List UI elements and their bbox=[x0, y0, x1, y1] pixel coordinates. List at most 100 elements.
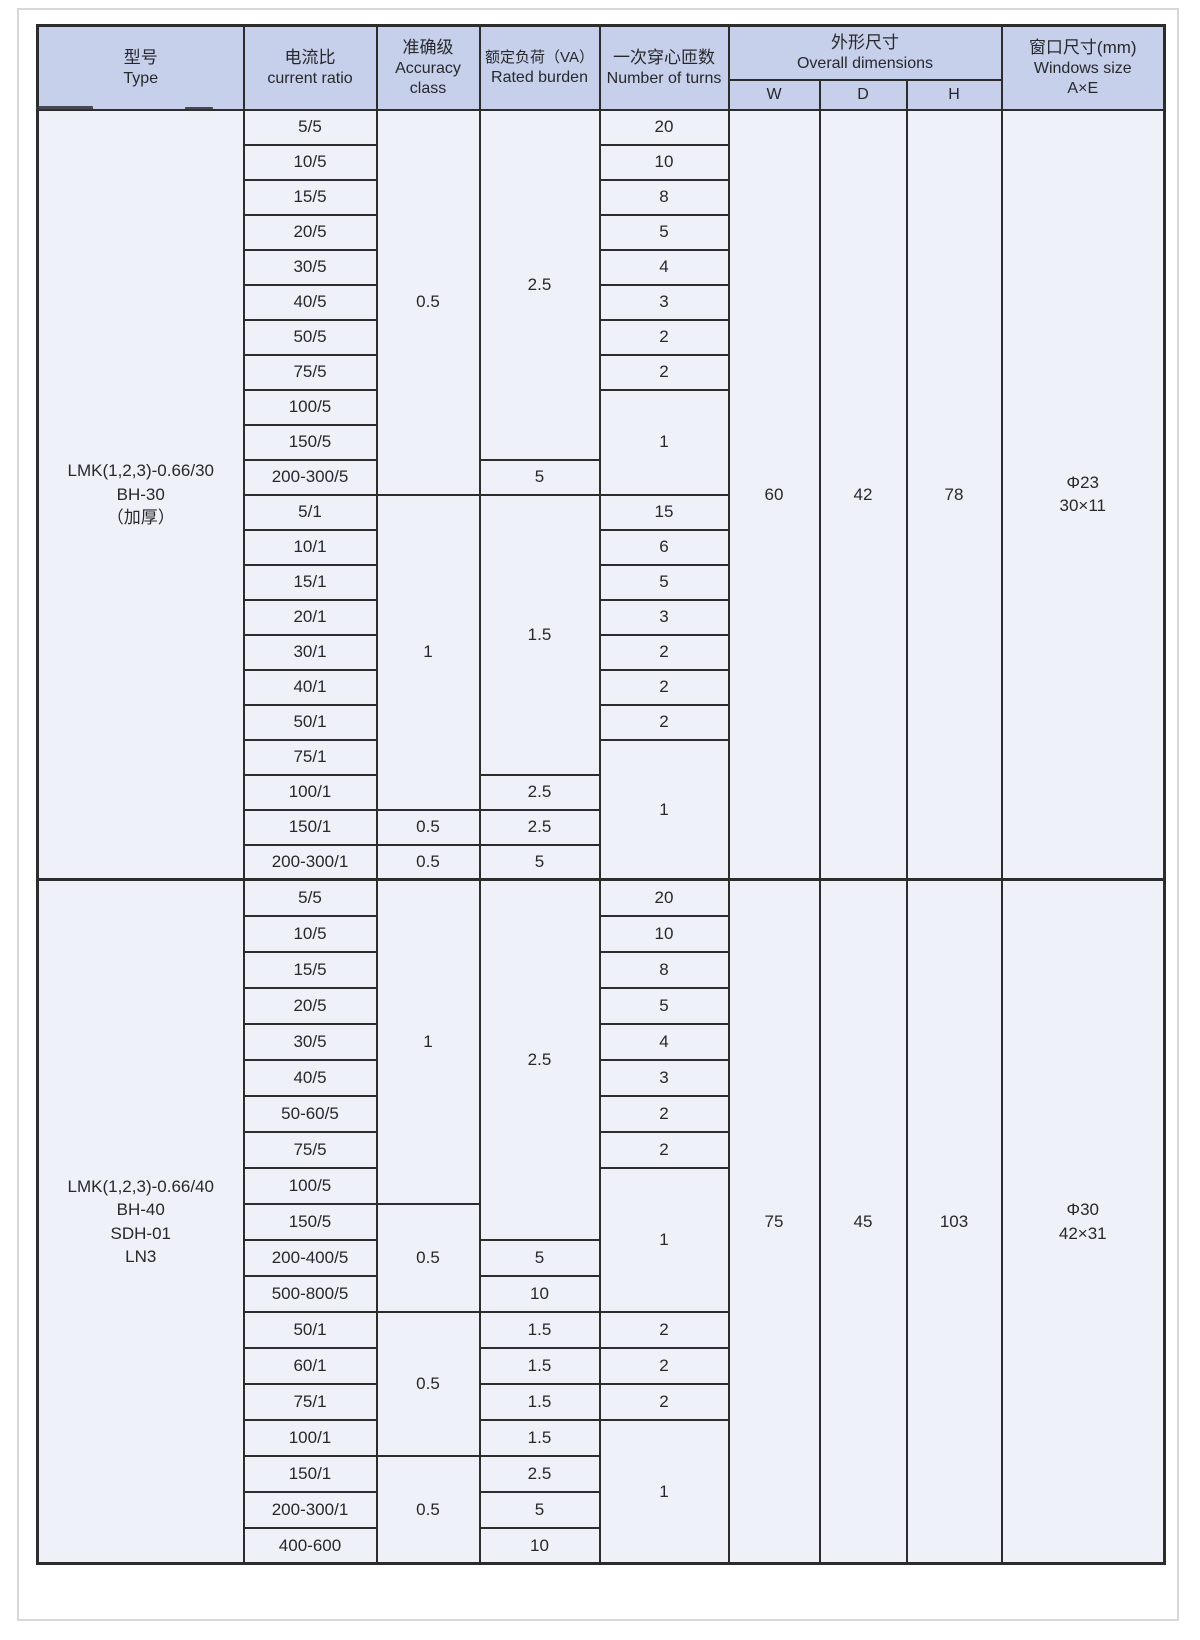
table-row: 400-600 10 bbox=[38, 1526, 1165, 1565]
current-ratio-cell: 200-300/1 bbox=[242, 843, 378, 881]
current-ratio-cell: 150/5 bbox=[242, 1202, 378, 1241]
table-row: 50-60/5 2 bbox=[38, 1094, 1165, 1133]
number-of-turns-cell: 2 bbox=[598, 1130, 730, 1169]
type-cell: LMK(1,2,3)-0.66/40 BH-40 SDH-01 LN3 bbox=[36, 878, 245, 1565]
current-ratio-cell: 60/1 bbox=[242, 1346, 378, 1385]
rated-burden-cell: 2.5 bbox=[478, 878, 601, 1241]
table-row: 15/5 8 bbox=[38, 950, 1165, 989]
rated-burden-cell: 1.5 bbox=[478, 493, 601, 776]
number-of-turns-cell: 20 bbox=[598, 878, 730, 917]
current-ratio-cell: 150/5 bbox=[242, 423, 378, 461]
table-row: 50/5 2 bbox=[38, 318, 1165, 356]
table-row: 40/1 2 bbox=[38, 668, 1165, 706]
number-of-turns-cell: 1 bbox=[598, 738, 730, 881]
accuracy-class-cell: 0.5 bbox=[375, 808, 481, 846]
table-row: 30/5 4 bbox=[38, 248, 1165, 286]
current-ratio-cell: 30/5 bbox=[242, 248, 378, 286]
number-of-turns-cell: 2 bbox=[598, 668, 730, 706]
current-ratio-cell: 100/1 bbox=[242, 773, 378, 811]
dimension-h-cell: 78 bbox=[905, 108, 1003, 881]
table-header: 型号 Type 电流比 current ratio 准确级 Accuracy c… bbox=[36, 24, 1166, 111]
col-header-current-ratio-en: current ratio bbox=[267, 70, 353, 88]
current-ratio-cell: 20/5 bbox=[242, 986, 378, 1025]
table-row: 150/1 0.5 2.5 bbox=[38, 1454, 1165, 1565]
table-row: 40/5 3 bbox=[38, 283, 1165, 321]
col-header-number-of-turns: 一次穿心匝数 Number of turns bbox=[598, 24, 730, 111]
scan-artifact-mark bbox=[36, 106, 93, 110]
table-row: 75/5 2 bbox=[38, 1130, 1165, 1169]
col-header-current-ratio-zh: 电流比 bbox=[284, 47, 336, 67]
dimension-w-cell: 60 bbox=[727, 108, 821, 881]
table-row: 10/1 6 bbox=[38, 528, 1165, 566]
current-ratio-cell: 75/5 bbox=[242, 1130, 378, 1169]
table-row: 60/1 1.5 2 bbox=[38, 1346, 1165, 1385]
table-row: 100/1 1.5 1 bbox=[38, 1418, 1165, 1565]
table-row: 20/5 5 bbox=[38, 213, 1165, 251]
table-row: 150/5 0.5 bbox=[38, 1202, 1165, 1313]
current-ratio-cell: 75/1 bbox=[242, 738, 378, 776]
number-of-turns-cell: 3 bbox=[598, 598, 730, 636]
table-row: 20/1 3 bbox=[38, 598, 1165, 636]
table-row: 100/5 1 bbox=[38, 1166, 1165, 1313]
table-row: 75/1 1.5 2 bbox=[38, 1382, 1165, 1421]
current-ratio-cell: 15/5 bbox=[242, 950, 378, 989]
current-ratio-cell: 30/5 bbox=[242, 1022, 378, 1061]
number-of-turns-cell: 4 bbox=[598, 1022, 730, 1061]
dimension-h-cell: 103 bbox=[905, 878, 1003, 1565]
number-of-turns-cell: 10 bbox=[598, 143, 730, 181]
col-header-h: H bbox=[905, 78, 1003, 111]
number-of-turns-cell: 3 bbox=[598, 1058, 730, 1097]
number-of-turns-cell: 8 bbox=[598, 950, 730, 989]
current-ratio-cell: 40/5 bbox=[242, 1058, 378, 1097]
dimension-d-cell: 45 bbox=[818, 878, 908, 1565]
col-header-overall-dimensions: 外形尺寸 Overall dimensions bbox=[727, 24, 1003, 81]
rated-burden-cell: 1.5 bbox=[478, 1346, 601, 1385]
col-header-overall-zh: 外形尺寸 bbox=[831, 32, 899, 52]
table-row: 40/5 3 bbox=[38, 1058, 1165, 1097]
rated-burden-cell: 5 bbox=[478, 458, 601, 496]
table-row: 10/5 10 bbox=[38, 143, 1165, 181]
table-row: 20/5 5 bbox=[38, 986, 1165, 1025]
current-ratio-cell: 15/1 bbox=[242, 563, 378, 601]
current-ratio-cell: 50/5 bbox=[242, 318, 378, 356]
current-ratio-cell: 100/5 bbox=[242, 1166, 378, 1205]
table-row: 30/1 2 bbox=[38, 633, 1165, 671]
number-of-turns-cell: 1 bbox=[598, 388, 730, 496]
rated-burden-cell: 2.5 bbox=[478, 808, 601, 846]
col-header-rated-burden-en: Rated burden bbox=[491, 68, 588, 86]
rated-burden-cell: 2.5 bbox=[478, 108, 601, 461]
type-cell: LMK(1,2,3)-0.66/30 BH-30 （加厚） bbox=[36, 108, 245, 881]
accuracy-class-cell: 1 bbox=[375, 493, 481, 811]
number-of-turns-cell: 1 bbox=[598, 1166, 730, 1313]
col-header-rated-burden: 额定负荷（VA） Rated burden bbox=[478, 24, 601, 111]
table-row: 10/5 10 bbox=[38, 914, 1165, 953]
number-of-turns-cell: 3 bbox=[598, 283, 730, 321]
rated-burden-cell: 2.5 bbox=[478, 773, 601, 811]
table-row: 15/5 8 bbox=[38, 178, 1165, 216]
rated-burden-cell: 10 bbox=[478, 1274, 601, 1313]
number-of-turns-cell: 2 bbox=[598, 1346, 730, 1385]
current-ratio-cell: 30/1 bbox=[242, 633, 378, 671]
accuracy-class-cell: 0.5 bbox=[375, 108, 481, 496]
col-header-w: W bbox=[727, 78, 821, 111]
table-row: 30/5 4 bbox=[38, 1022, 1165, 1061]
number-of-turns-cell: 8 bbox=[598, 178, 730, 216]
number-of-turns-cell: 10 bbox=[598, 914, 730, 953]
dimension-d-cell: 42 bbox=[818, 108, 908, 881]
number-of-turns-cell: 15 bbox=[598, 493, 730, 531]
rated-burden-cell: 5 bbox=[478, 1490, 601, 1529]
accuracy-class-cell: 1 bbox=[375, 878, 481, 1205]
table-row: 75/5 2 bbox=[38, 353, 1165, 391]
rated-burden-cell: 1.5 bbox=[478, 1382, 601, 1421]
rated-burden-cell: 1.5 bbox=[478, 1418, 601, 1457]
number-of-turns-cell: 20 bbox=[598, 108, 730, 146]
table-row: 500-800/5 10 bbox=[38, 1274, 1165, 1313]
col-header-type: 型号 Type bbox=[36, 24, 245, 111]
table-row: 150/1 0.5 2.5 bbox=[38, 808, 1165, 846]
current-ratio-cell: 15/5 bbox=[242, 178, 378, 216]
current-ratio-cell: 50-60/5 bbox=[242, 1094, 378, 1133]
scan-artifact-mark bbox=[185, 107, 213, 110]
current-ratio-cell: 100/1 bbox=[242, 1418, 378, 1457]
table-row: 200-400/5 5 bbox=[38, 1238, 1165, 1277]
